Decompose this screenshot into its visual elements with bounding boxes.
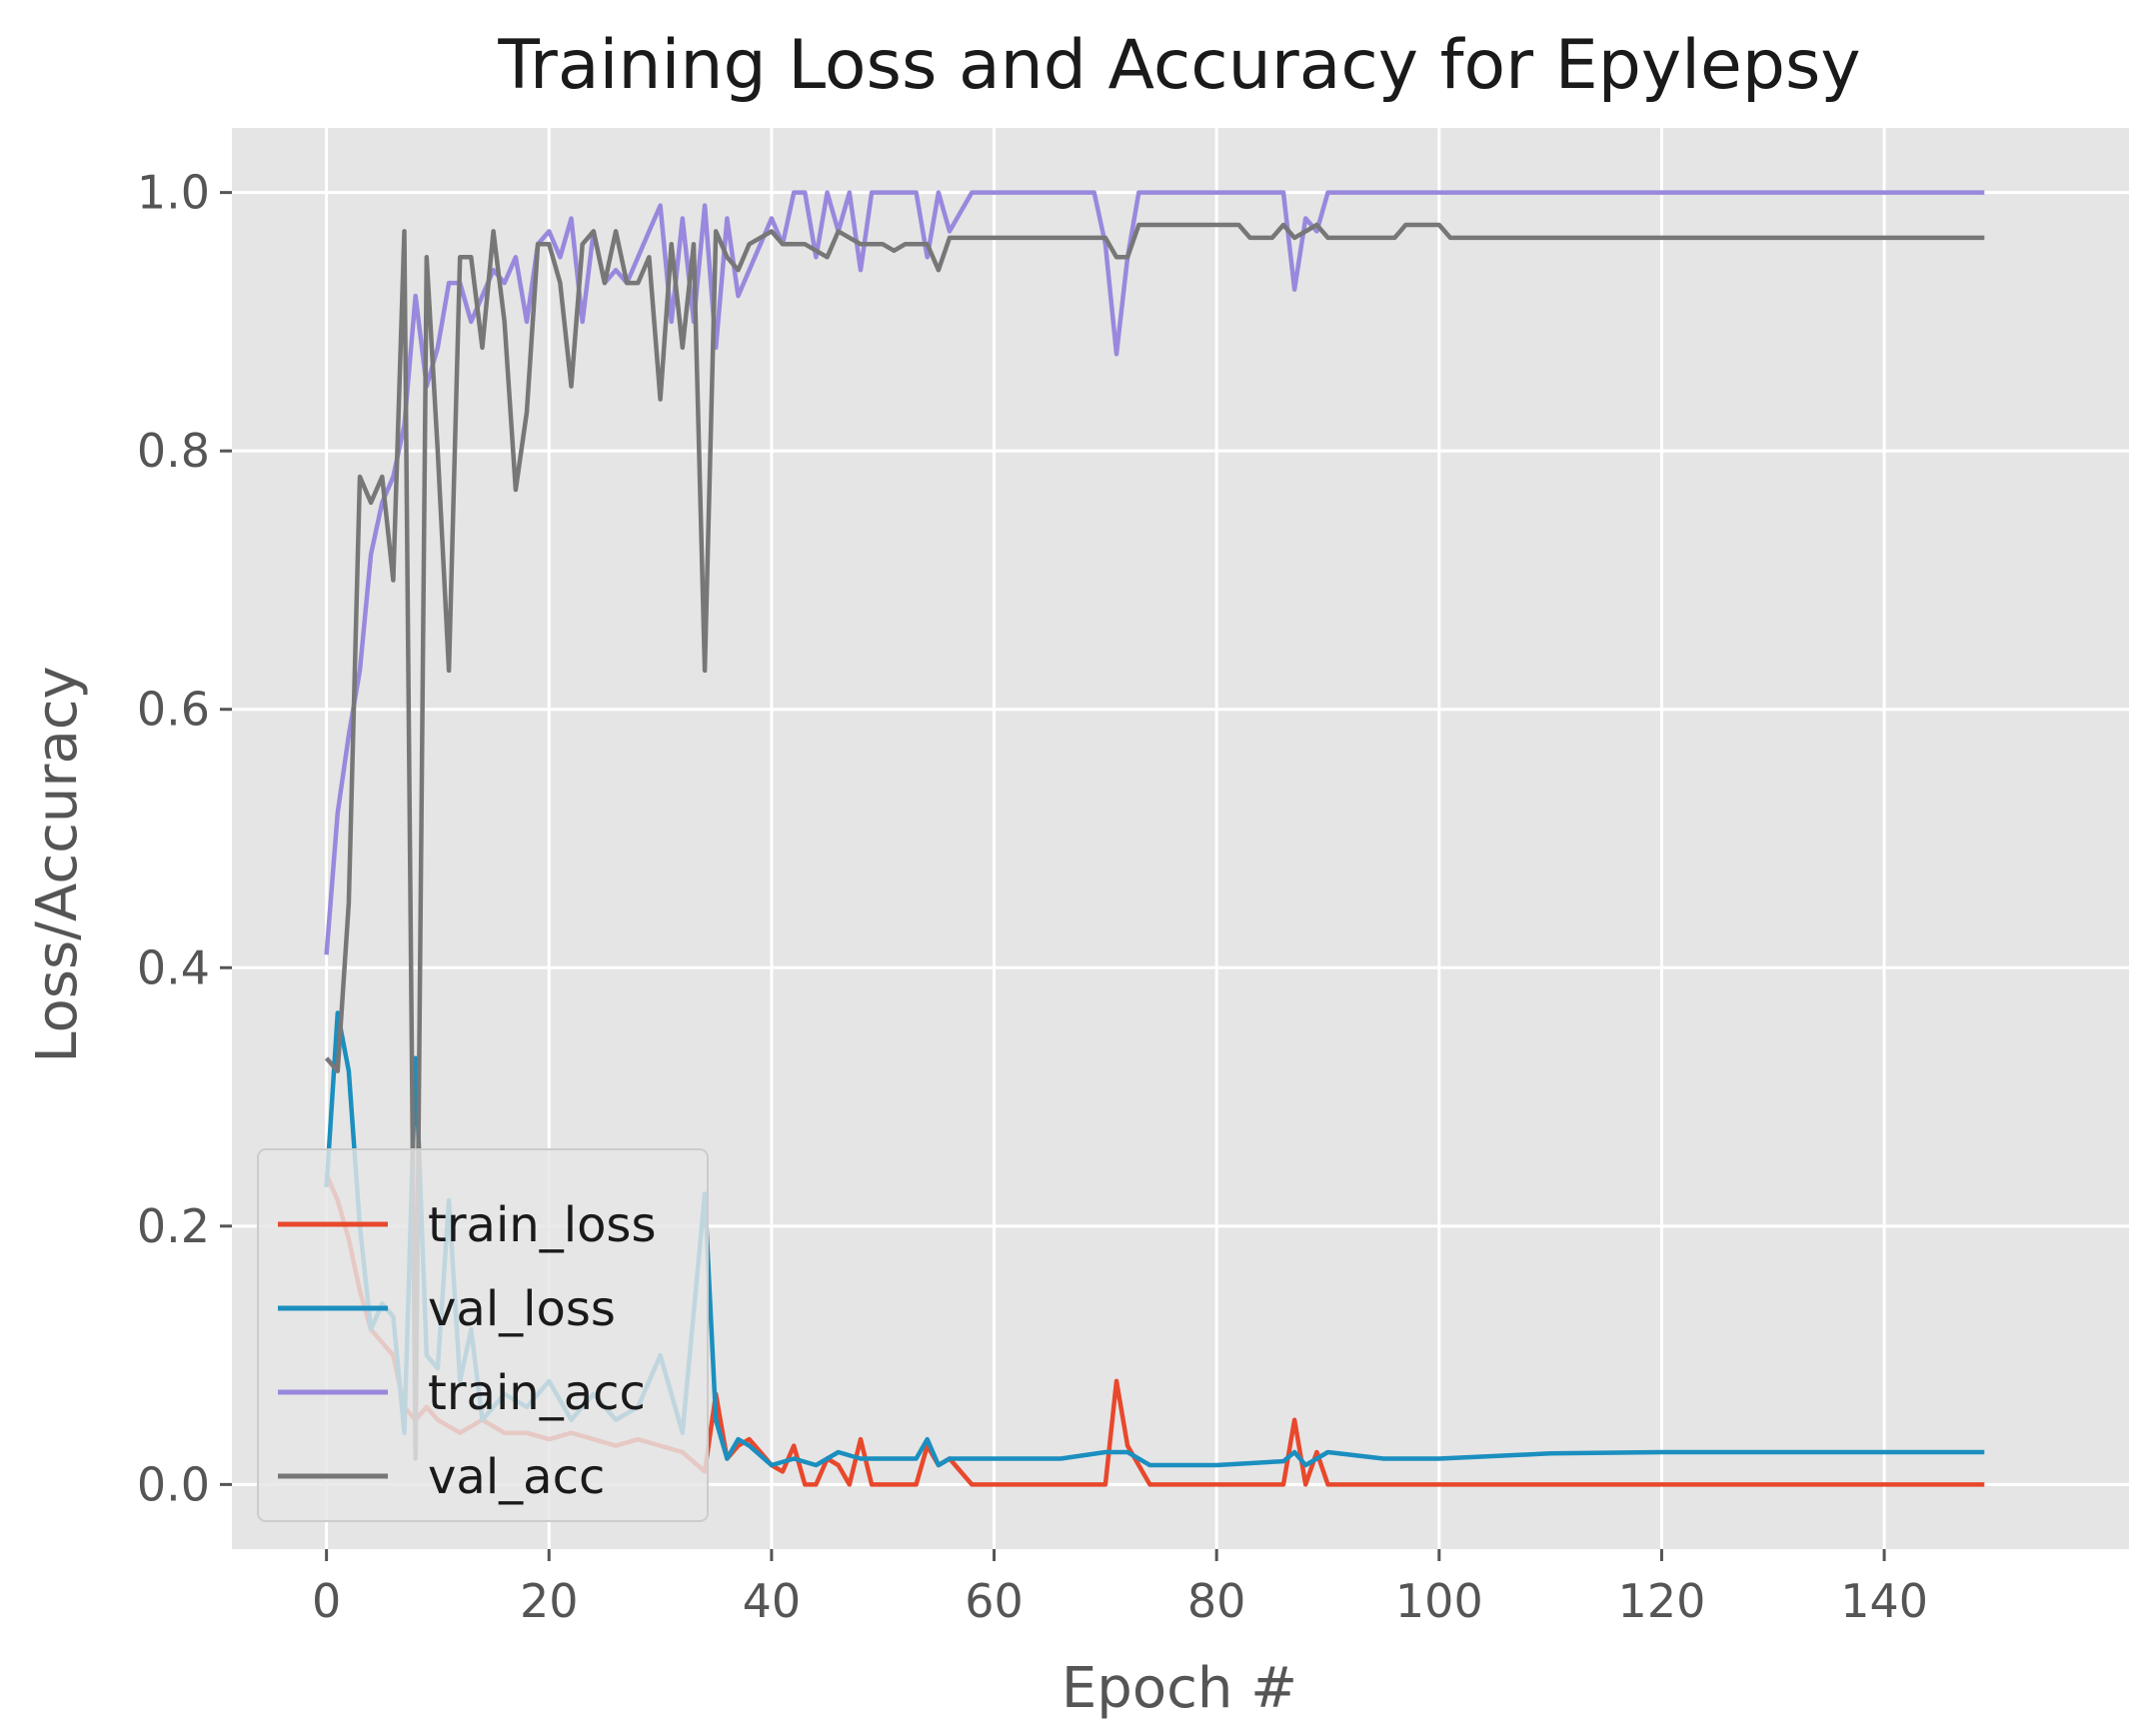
x-tick-label: 140	[1840, 1574, 1928, 1628]
legend-label-val-loss: val_loss	[428, 1281, 616, 1337]
x-tick-label: 0	[312, 1574, 341, 1628]
x-tick-label: 120	[1618, 1574, 1706, 1628]
legend-label-val-acc: val_acc	[428, 1449, 605, 1505]
axis-ticks: 0 20 40 60 80 100 120 140 0.0 0.2 0.4 0.6 0.8 1.0	[137, 166, 1928, 1628]
legend-label-train-acc: train_acc	[428, 1365, 646, 1421]
legend: train_loss val_loss train_acc val_acc	[257, 1148, 709, 1522]
legend-label-train-loss: train_loss	[428, 1197, 656, 1253]
x-tick-label: 40	[743, 1574, 802, 1628]
x-tick-label: 20	[520, 1574, 579, 1628]
x-axis-label: Epoch #	[1062, 1656, 1297, 1721]
y-tick-label: 0.4	[137, 940, 210, 994]
series-line-val-acc	[324, 222, 1985, 1461]
y-tick-label: 0.2	[137, 1199, 210, 1253]
y-tick-label: 0.0	[137, 1457, 210, 1511]
x-tick-label: 80	[1187, 1574, 1246, 1628]
y-tick-label: 1.0	[137, 166, 210, 220]
y-tick-label: 0.8	[137, 424, 210, 478]
chart-title: Training Loss and Accuracy for Epylepsy	[497, 26, 1860, 105]
legend-box	[257, 1148, 709, 1522]
y-tick-label: 0.6	[137, 683, 210, 737]
y-axis-label: Loss/Accuracy	[25, 666, 90, 1062]
x-tick-label: 100	[1395, 1574, 1483, 1628]
x-tick-label: 60	[965, 1574, 1024, 1628]
grid-lines	[232, 128, 2129, 1549]
